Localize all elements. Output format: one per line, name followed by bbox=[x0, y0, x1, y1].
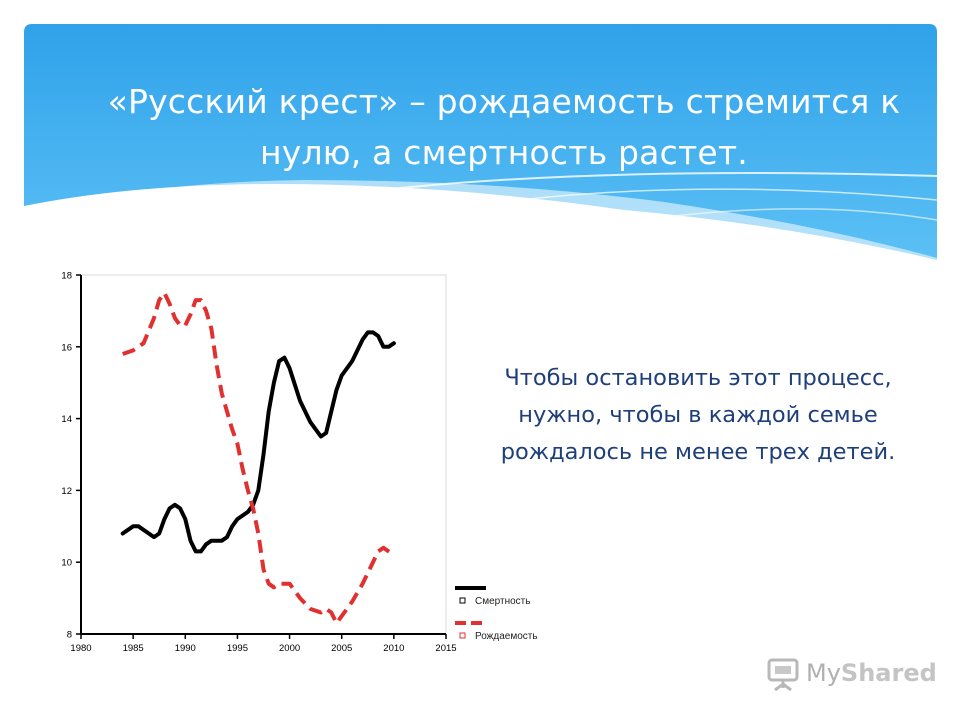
slide-header: «Русский крест» – рождаемость стремится … bbox=[24, 24, 937, 260]
legend-marker bbox=[459, 632, 466, 639]
y-tick-label: 8 bbox=[67, 630, 72, 641]
logo-text: MyShared bbox=[806, 659, 937, 687]
y-tick-label: 18 bbox=[61, 271, 72, 282]
x-tick-label: 1995 bbox=[227, 643, 248, 654]
legend-marker bbox=[459, 597, 466, 604]
y-tick-label: 14 bbox=[61, 414, 72, 425]
y-tick-label: 12 bbox=[61, 486, 72, 497]
x-tick-label: 1985 bbox=[123, 643, 144, 654]
series-line-mortality bbox=[120, 330, 396, 554]
x-tick-label: 1980 bbox=[70, 643, 91, 654]
slide-note: Чтобы остановить этот процесс, нужно, чт… bbox=[500, 365, 896, 465]
x-tick-label: 2005 bbox=[331, 643, 352, 654]
chart: 8 10 12 14 16 18 1980 1985 1990 1995 2000 2005 2010 2… bbox=[61, 271, 538, 655]
x-tick-label: 2015 bbox=[435, 643, 456, 654]
myshared-logo: MyShared bbox=[766, 654, 937, 700]
y-tick-label: 16 bbox=[61, 342, 72, 353]
legend-label: Рождаемость bbox=[475, 631, 538, 642]
slide-title: «Русский крест» – рождаемость стремится … bbox=[107, 82, 901, 172]
chart-legend: Смертность Рождаемость bbox=[455, 586, 538, 642]
x-tick-label: 2000 bbox=[279, 643, 300, 654]
x-tick-label: 1990 bbox=[175, 643, 196, 654]
presentation-icon bbox=[767, 658, 799, 692]
x-tick-label: 2010 bbox=[383, 643, 404, 654]
legend-label: Смертность bbox=[475, 596, 530, 607]
series-line-birthrate bbox=[122, 290, 396, 626]
header-banner bbox=[24, 24, 937, 260]
y-tick-label: 10 bbox=[61, 558, 72, 569]
